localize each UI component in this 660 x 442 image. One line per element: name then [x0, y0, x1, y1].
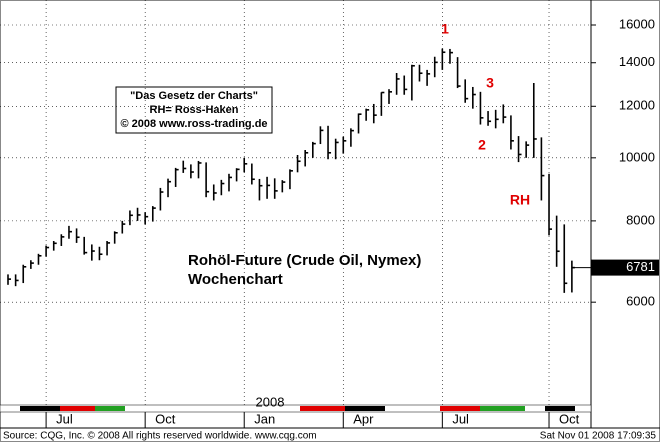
y-tick-label: 6000 — [626, 294, 655, 309]
y-tick-label: 10000 — [619, 149, 655, 164]
text-box-line: "Das Gesetz der Charts" — [130, 90, 258, 102]
y-tick-label: 8000 — [626, 212, 655, 227]
timeline-segment — [345, 406, 385, 411]
x-tick-label: Jan — [254, 411, 275, 426]
y-tick-label: 12000 — [619, 98, 655, 113]
x-tick-label: Oct — [559, 411, 580, 426]
x-tick-label: Apr — [353, 411, 374, 426]
last-price-label: 6781 — [626, 259, 655, 274]
chart-title: Rohöl-Future (Crude Oil, Nymex) — [188, 252, 421, 269]
last-price-box — [591, 259, 659, 276]
timestamp: Sat Nov 01 2008 17:09:35 — [540, 431, 657, 442]
annotation: 2 — [478, 137, 486, 153]
timeline-segment — [20, 406, 60, 411]
x-tick-label: Oct — [155, 411, 176, 426]
text-box-line: RH= Ross-Haken — [150, 104, 239, 116]
timeline-segment — [60, 406, 95, 411]
y-tick-label: 14000 — [619, 54, 655, 69]
timeline-bar — [0, 404, 592, 413]
text-box-line: © 2008 www.ross-trading.de — [120, 118, 267, 130]
source: Source: CQG, Inc. © 2008 All rights rese… — [3, 431, 317, 442]
timeline-segment — [480, 406, 525, 411]
timeline-segment — [545, 406, 575, 411]
annotation: RH — [510, 192, 530, 208]
x-tick-label: Jul — [452, 411, 469, 426]
timeline-segment — [95, 406, 125, 411]
annotation: 3 — [486, 75, 494, 91]
timeline-segment — [440, 406, 480, 411]
chart-subtitle: Wochenchart — [188, 271, 283, 288]
year-label: 2008 — [256, 394, 285, 409]
y-tick-label: 16000 — [619, 16, 655, 31]
annotation: 1 — [441, 21, 449, 37]
x-tick-label: Jul — [56, 411, 73, 426]
timeline-segment — [300, 406, 345, 411]
text-box — [115, 86, 273, 134]
